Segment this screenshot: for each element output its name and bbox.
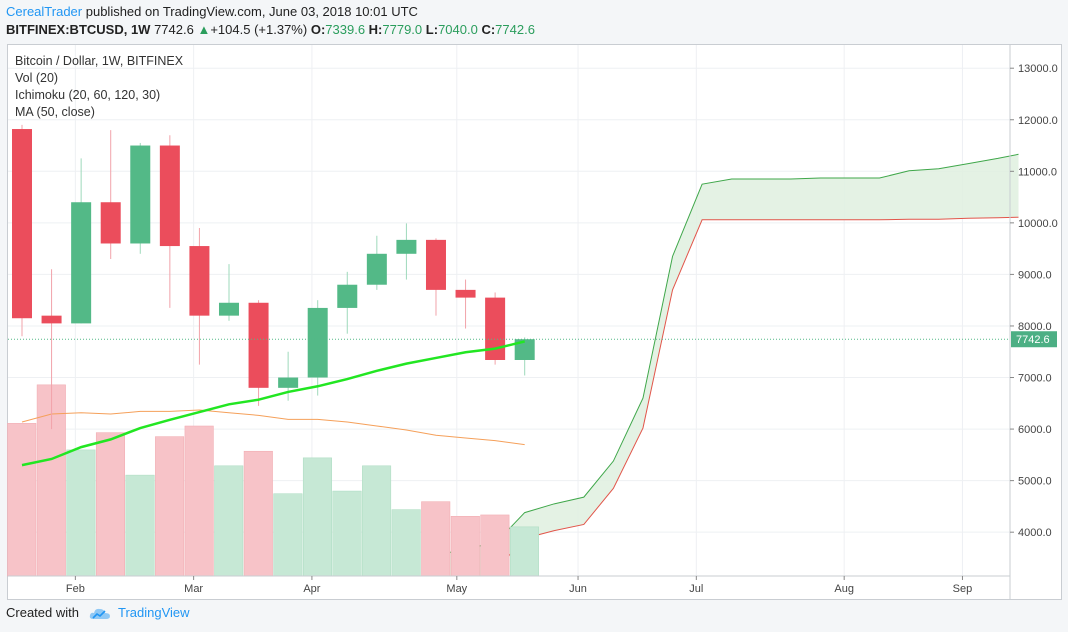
- chart-legend: Bitcoin / Dollar, 1W, BITFINEX Vol (20) …: [15, 53, 183, 121]
- volume-bar: [273, 493, 303, 577]
- symbol-line: BITFINEX:BTCUSD, 1W 7742.6 ▲+104.5 (+1.3…: [6, 22, 535, 37]
- volume-bar: [66, 449, 96, 577]
- legend-title: Bitcoin / Dollar, 1W, BITFINEX: [15, 54, 184, 68]
- y-tick-label: 13000.0: [1018, 63, 1058, 75]
- close-label: C:: [481, 22, 496, 37]
- open-value: 7339.6: [325, 22, 366, 37]
- candle-body: [425, 239, 446, 290]
- x-tick-label: Jun: [569, 583, 587, 595]
- candle-body: [366, 253, 387, 285]
- candle-body: [189, 246, 210, 316]
- y-tick-label: 5000.0: [1018, 476, 1052, 488]
- price-change: +104.5 (+1.37%): [210, 22, 308, 37]
- candle-body: [278, 377, 299, 388]
- publish-line: CerealTrader published on TradingView.co…: [6, 4, 418, 19]
- last-price: 7742.6: [154, 22, 194, 37]
- low-value: 7040.0: [438, 22, 478, 37]
- volume-bar: [332, 490, 362, 577]
- candlesticks: [12, 124, 535, 430]
- ichimoku-cloud: [435, 153, 1019, 577]
- candle-body: [218, 302, 239, 316]
- close-value: 7742.6: [495, 22, 535, 37]
- x-tick-label: Feb: [66, 583, 85, 595]
- candle-body: [455, 289, 476, 298]
- ma50-line: [21, 340, 525, 467]
- volume-bar: [7, 423, 37, 577]
- volume-bar: [509, 526, 539, 577]
- axes: 4000.0 5000.0 6000.0 7000.0 8000.0 9000.0 1000…: [8, 45, 1058, 600]
- volume-bar: [450, 516, 480, 577]
- x-tick-label: Apr: [303, 583, 320, 595]
- tradingview-link[interactable]: TradingView: [118, 605, 190, 620]
- volume-bar: [214, 465, 244, 577]
- volume-bar: [125, 474, 155, 577]
- high-value: 7779.0: [382, 22, 423, 37]
- volume-ma-line: [21, 409, 525, 446]
- x-tick-label: Sep: [953, 583, 973, 595]
- y-tick-label: 8000.0: [1018, 321, 1052, 333]
- x-tick-label: May: [446, 583, 467, 595]
- current-price-label: 7742.6: [1016, 334, 1050, 346]
- legend-vol[interactable]: Vol (20): [15, 71, 59, 85]
- cloud-fill: [435, 154, 1019, 576]
- high-label: H:: [368, 22, 383, 37]
- symbol-name: BITFINEX:BTCUSD, 1W: [6, 22, 151, 37]
- y-tick-label: 12000.0: [1018, 115, 1058, 127]
- x-tick-label: Aug: [834, 583, 854, 595]
- y-tick-label: 9000.0: [1018, 269, 1052, 281]
- current-price-tag: [1011, 331, 1057, 348]
- candle-body: [41, 315, 62, 324]
- legend-ma[interactable]: MA (50, close): [15, 105, 95, 119]
- candle-body: [396, 239, 417, 254]
- x-tick-label: Jul: [689, 583, 703, 595]
- low-label: L:: [425, 22, 439, 37]
- candle-body: [248, 302, 269, 388]
- volume-bar: [155, 436, 185, 577]
- candle-body: [337, 284, 358, 308]
- footer: Created with TradingView: [6, 605, 190, 621]
- created-with-label: Created with: [6, 605, 79, 620]
- candle-body: [485, 297, 506, 360]
- publish-info: published on TradingView.com, June 03, 2…: [85, 4, 418, 19]
- y-tick-label: 10000.0: [1018, 218, 1058, 230]
- candle-body: [71, 202, 92, 324]
- y-tick-label: 11000.0: [1018, 166, 1057, 178]
- author-link[interactable]: CerealTrader: [6, 4, 83, 19]
- volume-bars: [7, 384, 539, 577]
- span-a-line: [435, 153, 1019, 577]
- ma50-polyline: [21, 340, 525, 467]
- candle-body: [12, 129, 32, 319]
- tradingview-cloud-icon: [89, 608, 110, 619]
- volume-bar: [421, 501, 451, 577]
- y-tick-label: 6000.0: [1018, 424, 1052, 436]
- candle-body: [100, 202, 121, 244]
- header-bar: CerealTrader published on TradingView.co…: [0, 0, 1068, 44]
- volume-bar: [362, 465, 392, 577]
- volume-bar: [95, 432, 125, 577]
- volume-ma: [21, 409, 525, 446]
- y-tick-label: 7000.0: [1018, 373, 1052, 385]
- open-label: O:: [310, 22, 326, 37]
- candle-body: [159, 145, 180, 247]
- candle-body: [307, 307, 328, 378]
- volume-bar: [184, 425, 214, 577]
- volume-bar: [480, 514, 510, 577]
- up-arrow-icon: ▲: [197, 22, 211, 37]
- volume-bar: [243, 450, 273, 577]
- span-b-line: [491, 216, 1019, 577]
- legend-ichimoku[interactable]: Ichimoku (20, 60, 120, 30): [15, 88, 161, 102]
- y-tick-label: 4000.0: [1018, 527, 1052, 539]
- volume-bar: [391, 509, 421, 577]
- candle-body: [514, 339, 535, 360]
- volume-bar: [302, 457, 332, 577]
- x-tick-label: Mar: [184, 583, 203, 595]
- candle-body: [130, 145, 151, 244]
